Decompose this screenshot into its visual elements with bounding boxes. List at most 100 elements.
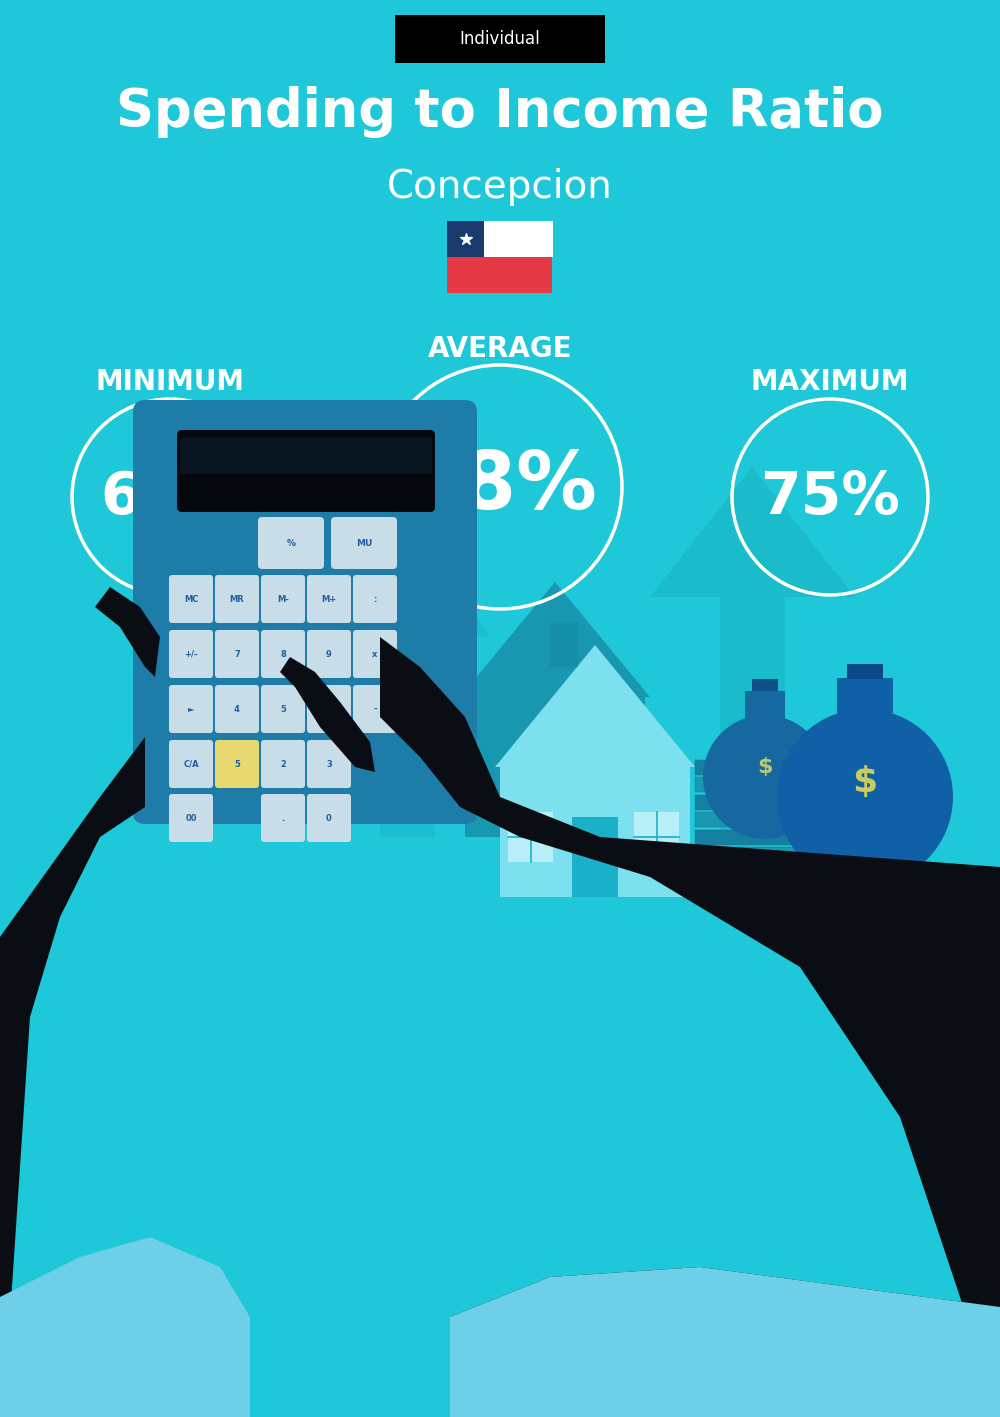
FancyBboxPatch shape bbox=[307, 631, 351, 677]
Text: 75%: 75% bbox=[760, 469, 900, 526]
Text: 5: 5 bbox=[280, 704, 286, 714]
FancyBboxPatch shape bbox=[261, 575, 305, 623]
Text: 2: 2 bbox=[280, 760, 286, 768]
Text: 8: 8 bbox=[280, 649, 286, 659]
FancyBboxPatch shape bbox=[169, 684, 213, 733]
Text: $: $ bbox=[757, 757, 773, 777]
Text: %: % bbox=[287, 538, 296, 547]
Text: 5: 5 bbox=[234, 760, 240, 768]
Text: MC: MC bbox=[184, 595, 198, 604]
Bar bbox=[752, 679, 778, 691]
Bar bbox=[450, 1322, 1000, 1417]
Bar bbox=[745, 691, 785, 718]
Polygon shape bbox=[0, 1237, 250, 1417]
FancyBboxPatch shape bbox=[169, 631, 213, 677]
FancyBboxPatch shape bbox=[180, 438, 432, 475]
Text: 0: 0 bbox=[326, 813, 332, 822]
Bar bbox=[695, 881, 805, 897]
FancyBboxPatch shape bbox=[353, 684, 397, 733]
Bar bbox=[572, 818, 618, 897]
FancyBboxPatch shape bbox=[215, 740, 259, 788]
FancyBboxPatch shape bbox=[261, 794, 305, 842]
Bar bbox=[695, 829, 805, 845]
Bar bbox=[695, 812, 805, 828]
Text: 3: 3 bbox=[326, 760, 332, 768]
Polygon shape bbox=[450, 1267, 1000, 1417]
Polygon shape bbox=[650, 468, 855, 837]
Polygon shape bbox=[450, 1267, 1000, 1417]
FancyBboxPatch shape bbox=[215, 684, 259, 733]
Text: MINIMUM: MINIMUM bbox=[96, 368, 244, 395]
Bar bbox=[550, 622, 578, 667]
Bar bbox=[465, 694, 645, 837]
Text: M+: M+ bbox=[321, 595, 337, 604]
Bar bbox=[0, 1326, 250, 1417]
Circle shape bbox=[777, 708, 953, 886]
Bar bbox=[447, 221, 484, 256]
FancyBboxPatch shape bbox=[307, 575, 351, 623]
FancyBboxPatch shape bbox=[331, 517, 397, 570]
FancyBboxPatch shape bbox=[177, 429, 435, 512]
Polygon shape bbox=[280, 657, 375, 772]
Text: 68%: 68% bbox=[404, 448, 596, 526]
Polygon shape bbox=[0, 1237, 250, 1417]
Text: x: x bbox=[372, 649, 378, 659]
FancyBboxPatch shape bbox=[215, 575, 259, 623]
Bar bbox=[847, 665, 883, 679]
Text: -: - bbox=[373, 704, 377, 714]
FancyBboxPatch shape bbox=[169, 575, 213, 623]
Text: 61%: 61% bbox=[100, 469, 240, 526]
FancyBboxPatch shape bbox=[133, 400, 477, 825]
FancyBboxPatch shape bbox=[307, 794, 351, 842]
Bar bbox=[447, 256, 552, 293]
Polygon shape bbox=[380, 638, 1000, 1417]
FancyBboxPatch shape bbox=[258, 517, 324, 570]
Bar bbox=[695, 760, 805, 775]
Bar bbox=[695, 864, 805, 880]
FancyBboxPatch shape bbox=[261, 740, 305, 788]
Text: MU: MU bbox=[356, 538, 372, 547]
Text: 7: 7 bbox=[234, 649, 240, 659]
Text: $: $ bbox=[852, 765, 878, 799]
Polygon shape bbox=[460, 582, 650, 697]
Text: MAXIMUM: MAXIMUM bbox=[751, 368, 909, 395]
Text: Concepcion: Concepcion bbox=[387, 169, 613, 205]
FancyBboxPatch shape bbox=[169, 794, 213, 842]
Bar bbox=[695, 795, 805, 809]
Bar bbox=[484, 221, 552, 256]
Text: 6: 6 bbox=[326, 704, 332, 714]
Text: ►: ► bbox=[188, 704, 194, 714]
FancyBboxPatch shape bbox=[307, 740, 351, 788]
Text: .: . bbox=[281, 813, 285, 822]
Text: Spending to Income Ratio: Spending to Income Ratio bbox=[116, 86, 884, 137]
Polygon shape bbox=[325, 517, 490, 837]
Polygon shape bbox=[95, 587, 160, 677]
Bar bbox=[508, 812, 553, 862]
Text: +/-: +/- bbox=[184, 649, 198, 659]
Text: MR: MR bbox=[230, 595, 244, 604]
Text: Individual: Individual bbox=[460, 30, 540, 48]
FancyBboxPatch shape bbox=[353, 631, 397, 677]
FancyBboxPatch shape bbox=[261, 631, 305, 677]
Polygon shape bbox=[0, 737, 145, 1417]
Text: M-: M- bbox=[277, 595, 289, 604]
FancyBboxPatch shape bbox=[169, 740, 213, 788]
FancyBboxPatch shape bbox=[395, 16, 605, 62]
Text: AVERAGE: AVERAGE bbox=[428, 334, 572, 363]
Bar bbox=[837, 677, 893, 713]
FancyBboxPatch shape bbox=[353, 575, 397, 623]
Bar bbox=[634, 812, 679, 862]
Text: C/A: C/A bbox=[183, 760, 199, 768]
Text: 9: 9 bbox=[326, 649, 332, 659]
Bar bbox=[500, 1326, 1000, 1417]
Circle shape bbox=[703, 716, 827, 839]
FancyBboxPatch shape bbox=[307, 684, 351, 733]
Text: 4: 4 bbox=[234, 704, 240, 714]
Polygon shape bbox=[495, 645, 695, 767]
Text: :: : bbox=[373, 595, 377, 604]
FancyBboxPatch shape bbox=[215, 631, 259, 677]
Text: 00: 00 bbox=[185, 813, 197, 822]
Bar bbox=[695, 777, 805, 792]
Bar bbox=[695, 847, 805, 862]
FancyBboxPatch shape bbox=[261, 684, 305, 733]
